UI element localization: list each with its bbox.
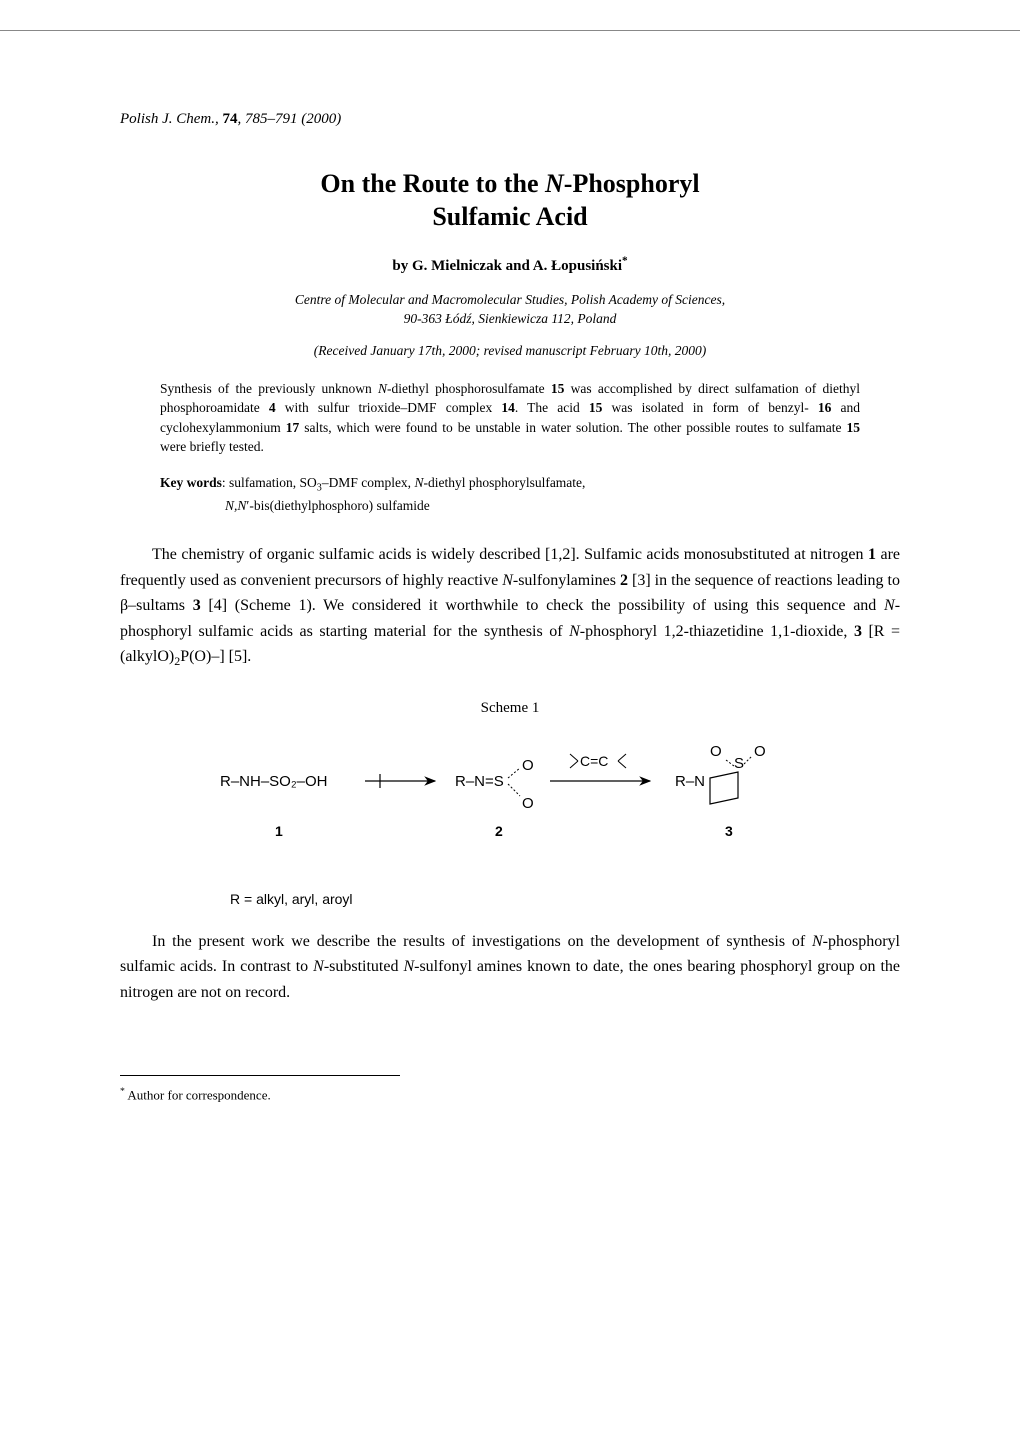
svg-text:R–NH–SO₂–OH: R–NH–SO₂–OH [220,773,328,790]
journal-volume: 74 [223,111,238,127]
keywords-label: Key words [160,475,222,490]
received-dates: (Received January 17th, 2000; revised ma… [120,343,900,359]
title-post: -Phosphoryl [564,169,700,198]
paragraph-1: The chemistry of organic sulfamic acids … [120,542,900,672]
scheme-svg: R–NH–SO₂–OH1R–N=SOO2C=CR–NSOO3 [200,731,820,881]
title-ital: N [545,169,564,198]
affiliation: Centre of Molecular and Macromolecular S… [120,291,900,329]
svg-text:O: O [522,757,534,774]
journal-year: (2000) [301,111,341,127]
journal-reference: Polish J. Chem., 74, 785–791 (2000) [120,111,900,128]
keywords: Key words: sulfamation, SO3–DMF complex,… [160,473,860,516]
scheme-title: Scheme 1 [120,700,900,717]
title-pre: On the Route to the [320,169,545,198]
paragraph-2: In the present work we describe the resu… [120,929,900,1006]
footnote-text: Author for correspondence. [127,1088,270,1103]
author-symbol: * [622,255,628,267]
journal-pages: 785–791 [245,111,298,127]
svg-text:C=C: C=C [580,753,608,769]
svg-text:S: S [734,755,744,772]
affiliation-line1: Centre of Molecular and Macromolecular S… [295,292,725,307]
svg-text:1: 1 [275,823,283,839]
scheme-1: Scheme 1 R–NH–SO₂–OH1R–N=SOO2C=CR–NSOO3 … [120,700,900,907]
scheme-r-definition: R = alkyl, aryl, aroyl [230,891,900,907]
svg-text:O: O [710,743,722,760]
abstract: Synthesis of the previously unknown N-di… [160,379,860,457]
affiliation-line2: 90-363 Łódź, Sienkiewicza 112, Poland [404,311,617,326]
svg-text:2: 2 [495,823,503,839]
svg-text:R–N: R–N [675,773,705,790]
footnote-symbol: * [120,1086,125,1097]
authors: by G. Mielniczak and A. Łopusiński [392,258,622,274]
journal-name: Polish J. Chem. [120,111,215,127]
paper-title: On the Route to the N-Phosphoryl Sulfami… [120,168,900,233]
title-line2: Sulfamic Acid [432,202,587,231]
svg-text:3: 3 [725,823,733,839]
footnote: * Author for correspondence. [120,1086,900,1103]
svg-text:O: O [754,743,766,760]
dates-text: (Received January 17th, 2000; revised ma… [314,343,706,358]
svg-text:R–N=S: R–N=S [455,773,504,790]
page-container: Polish J. Chem., 74, 785–791 (2000) On t… [0,30,1020,1164]
svg-text:O: O [522,795,534,812]
byline: by G. Mielniczak and A. Łopusiński* [120,255,900,275]
footnote-rule [120,1075,400,1076]
